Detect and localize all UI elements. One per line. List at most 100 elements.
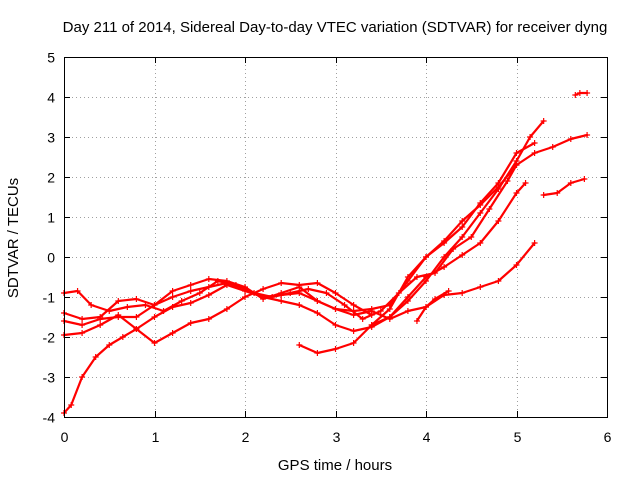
- data-point: [531, 240, 538, 246]
- data-point: [323, 290, 330, 296]
- data-point: [74, 288, 81, 294]
- data-point: [450, 246, 457, 252]
- data-point: [169, 288, 176, 294]
- series-line: [370, 181, 527, 327]
- chart-title: Day 211 of 2014, Sidereal Day-to-day VTE…: [63, 19, 608, 36]
- x-tick-label: 4: [423, 429, 431, 445]
- series-arc-2: [61, 162, 520, 322]
- grid: [64, 57, 607, 417]
- data-point: [79, 322, 86, 328]
- series-arc-1: [61, 118, 547, 416]
- data-point: [495, 184, 502, 190]
- data-point: [468, 234, 475, 240]
- data-point: [459, 224, 466, 230]
- data-point: [223, 306, 230, 312]
- x-tick-label: 5: [514, 429, 522, 445]
- data-point: [584, 132, 591, 138]
- y-tick-label: -2: [43, 330, 56, 346]
- series-arc-10: [572, 90, 591, 98]
- data-point: [441, 238, 448, 244]
- data-point: [296, 302, 303, 308]
- data-point: [278, 280, 285, 286]
- series-arc-9: [540, 176, 588, 198]
- data-point: [187, 288, 194, 294]
- data-point: [477, 210, 484, 216]
- y-tick-label: 1: [47, 210, 55, 226]
- data-point: [576, 90, 583, 96]
- data-point: [513, 150, 520, 156]
- data-point: [350, 328, 357, 334]
- data-point: [386, 306, 393, 312]
- data-point: [115, 298, 122, 304]
- data-point: [242, 286, 248, 292]
- data-point: [305, 286, 312, 292]
- data-point: [296, 342, 303, 348]
- x-tick-label: 1: [152, 429, 160, 445]
- data-point: [133, 326, 140, 332]
- data-point: [459, 234, 466, 240]
- data-point: [486, 206, 493, 212]
- data-point: [106, 342, 113, 348]
- data-point: [531, 150, 538, 156]
- data-point: [296, 282, 303, 288]
- data-point: [205, 292, 212, 298]
- data-point: [513, 262, 520, 268]
- data-point: [386, 314, 393, 320]
- data-point: [581, 176, 588, 182]
- data-point: [196, 290, 203, 296]
- data-point: [504, 178, 511, 184]
- data-point: [68, 402, 75, 408]
- data-point: [441, 264, 448, 270]
- data-point: [88, 302, 95, 308]
- data-point: [459, 252, 466, 258]
- data-point: [404, 274, 411, 280]
- x-tick-label: 0: [61, 429, 69, 445]
- data-point: [567, 136, 574, 142]
- data-point: [584, 90, 591, 96]
- data-point: [97, 322, 104, 328]
- data-point: [169, 294, 176, 300]
- data-point: [151, 314, 158, 320]
- y-tick-label: -4: [43, 410, 56, 426]
- data-point: [332, 306, 339, 312]
- data-point: [423, 274, 429, 280]
- data-point: [151, 302, 158, 308]
- data-point: [572, 92, 579, 98]
- data-point: [459, 290, 466, 296]
- y-tick-label: 4: [47, 90, 55, 106]
- data-point: [554, 190, 561, 196]
- series-line: [542, 177, 586, 197]
- data-point: [522, 180, 529, 186]
- data-point: [92, 354, 99, 360]
- data-point: [432, 296, 439, 302]
- data-point: [404, 308, 411, 314]
- data-point: [205, 284, 212, 290]
- y-axis-label: SDTVAR / TECUs: [5, 178, 22, 298]
- data-point: [404, 294, 411, 300]
- data-point: [124, 304, 131, 310]
- data-point: [477, 202, 484, 208]
- x-axis-label: GPS time / hours: [278, 457, 392, 474]
- data-point: [223, 280, 230, 286]
- data-point: [187, 320, 194, 326]
- data-point: [314, 298, 321, 304]
- data-point: [332, 322, 339, 328]
- data-point: [332, 346, 339, 352]
- data-point: [531, 140, 538, 146]
- data-point: [79, 316, 86, 322]
- data-point: [260, 294, 267, 300]
- data-point: [296, 290, 303, 296]
- data-point: [350, 340, 357, 346]
- data-point: [567, 180, 574, 186]
- data-point: [540, 192, 547, 198]
- data-point: [205, 276, 212, 282]
- data-point: [513, 190, 520, 196]
- tick-labels: 0 1 2 3 4 5 6 -4 -3 -2 -1 0 1 2 3 4 5: [43, 50, 612, 446]
- data-point: [133, 314, 140, 320]
- data-point: [513, 162, 520, 168]
- data-point: [359, 316, 366, 322]
- data-point: [187, 282, 194, 288]
- data-point: [278, 292, 285, 298]
- data-point: [260, 286, 267, 292]
- data-point: [97, 316, 104, 322]
